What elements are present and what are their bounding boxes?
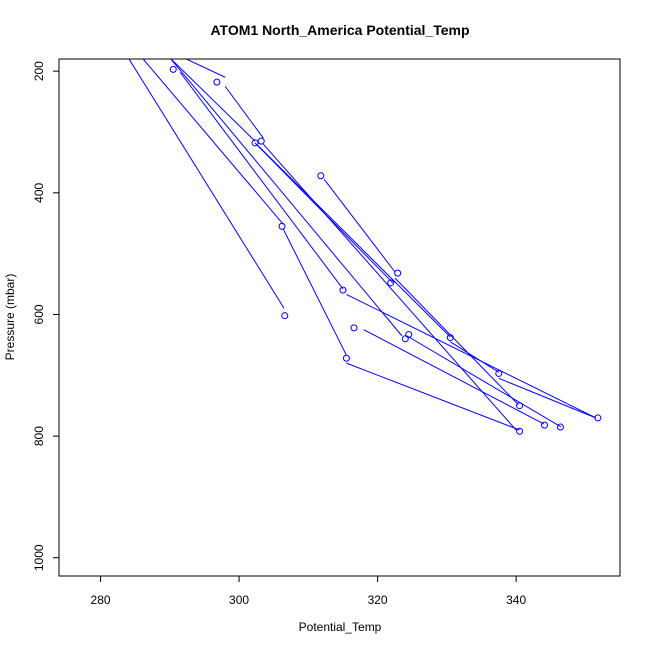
profile-line <box>363 329 545 425</box>
profile-line <box>450 341 500 373</box>
x-tick-label: 280 <box>91 593 111 607</box>
profile-line <box>224 86 264 139</box>
data-point <box>495 369 503 377</box>
profile-line <box>323 179 396 273</box>
data-point <box>342 354 350 362</box>
y-tick-label: 600 <box>32 304 46 324</box>
data-point <box>516 402 524 410</box>
y-tick-label: 800 <box>32 426 46 446</box>
x-tick-label: 300 <box>229 593 249 607</box>
data-point <box>594 414 602 422</box>
profile-line <box>282 229 347 356</box>
profile-line <box>142 59 284 225</box>
data-point <box>169 65 177 73</box>
y-tick-label: 400 <box>32 182 46 202</box>
plot-frame <box>58 58 621 577</box>
data-point <box>278 222 286 230</box>
plot-points <box>169 65 602 435</box>
x-tick-label: 320 <box>368 593 388 607</box>
plot-lines <box>128 59 596 431</box>
data-point <box>339 286 347 294</box>
profile-line <box>406 335 562 428</box>
data-point <box>516 427 524 435</box>
y-axis: 200 400 600 800 1000 <box>32 61 59 571</box>
data-point <box>350 324 358 332</box>
x-tick-label: 340 <box>506 593 526 607</box>
data-point <box>257 137 265 145</box>
profile-line <box>170 59 403 337</box>
y-tick-label: 1000 <box>32 544 46 571</box>
y-tick-label: 200 <box>32 61 46 81</box>
data-point <box>281 312 289 320</box>
chart-title: ATOM1 North_America Potential_Temp <box>210 22 469 38</box>
profile-line <box>257 145 451 338</box>
profile-line <box>170 59 256 142</box>
data-point <box>446 334 454 342</box>
data-point <box>317 172 325 180</box>
profile-line <box>346 362 520 431</box>
profile-line <box>179 72 344 290</box>
data-point <box>387 279 395 287</box>
profile-line <box>185 59 226 78</box>
data-point <box>251 139 259 147</box>
x-axis: 280 300 320 340 <box>91 576 526 607</box>
profile-line <box>498 377 596 419</box>
data-point <box>213 78 221 86</box>
profile-line <box>128 59 285 309</box>
profile-line <box>394 277 519 405</box>
x-axis-label: Potential_Temp <box>299 620 382 634</box>
data-point <box>541 421 549 429</box>
data-point <box>401 335 409 343</box>
profile-line <box>262 143 517 431</box>
data-point <box>394 269 402 277</box>
y-axis-label: Pressure (mbar) <box>3 274 17 361</box>
data-point <box>556 423 564 431</box>
data-point <box>405 331 413 339</box>
